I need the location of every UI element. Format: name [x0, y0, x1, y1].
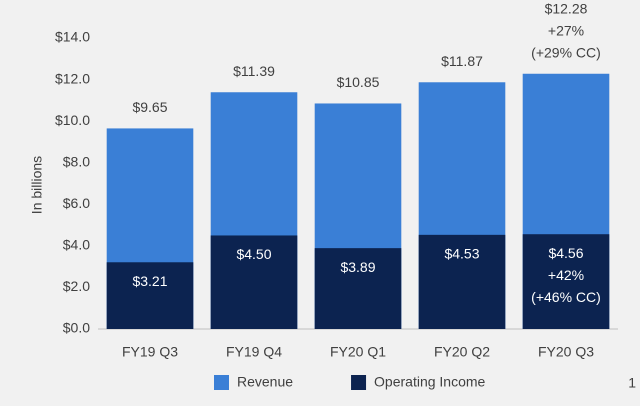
value-label: $4.53: [444, 246, 479, 262]
legend-label: Revenue: [237, 374, 293, 390]
value-label: $4.50: [236, 246, 271, 262]
value-label: $12.28: [545, 0, 588, 16]
y-tick-label: $8.0: [63, 153, 90, 169]
value-label: $11.39: [233, 63, 275, 79]
y-axis-label: In billions: [29, 156, 45, 214]
y-tick-label: $14.0: [55, 29, 90, 45]
value-label: $4.56: [548, 245, 583, 261]
annotation: (+46% CC): [531, 289, 601, 305]
y-tick-label: $12.0: [55, 70, 90, 86]
y-tick-label: $4.0: [63, 237, 90, 253]
bar: [314, 248, 402, 329]
legend-swatch: [351, 375, 367, 390]
annotation: +27%: [548, 22, 584, 38]
annotation: (+29% CC): [531, 44, 601, 60]
bar: [106, 262, 194, 329]
bar: [522, 234, 610, 329]
y-tick-label: $0.0: [63, 320, 90, 336]
y-tick-label: $10.0: [55, 112, 90, 128]
value-label: $9.65: [132, 99, 167, 115]
value-label: $3.21: [132, 273, 167, 289]
bar: [418, 234, 506, 329]
x-tick-label: FY19 Q3: [122, 344, 178, 360]
bar: [210, 235, 298, 329]
value-label: $10.85: [337, 74, 380, 90]
annotation: +42%: [548, 267, 584, 283]
legend-label: Operating Income: [374, 374, 485, 390]
page-number: 1: [628, 375, 636, 391]
value-label: $3.89: [340, 259, 375, 275]
x-tick-label: FY20 Q2: [434, 344, 490, 360]
value-label: $11.87: [441, 53, 483, 69]
x-tick-label: FY20 Q3: [538, 344, 594, 360]
x-tick-label: FY20 Q1: [330, 344, 386, 360]
x-tick-label: FY19 Q4: [226, 344, 282, 360]
y-tick-label: $6.0: [63, 195, 90, 211]
y-tick-label: $2.0: [63, 278, 90, 294]
legend-swatch: [214, 375, 229, 390]
